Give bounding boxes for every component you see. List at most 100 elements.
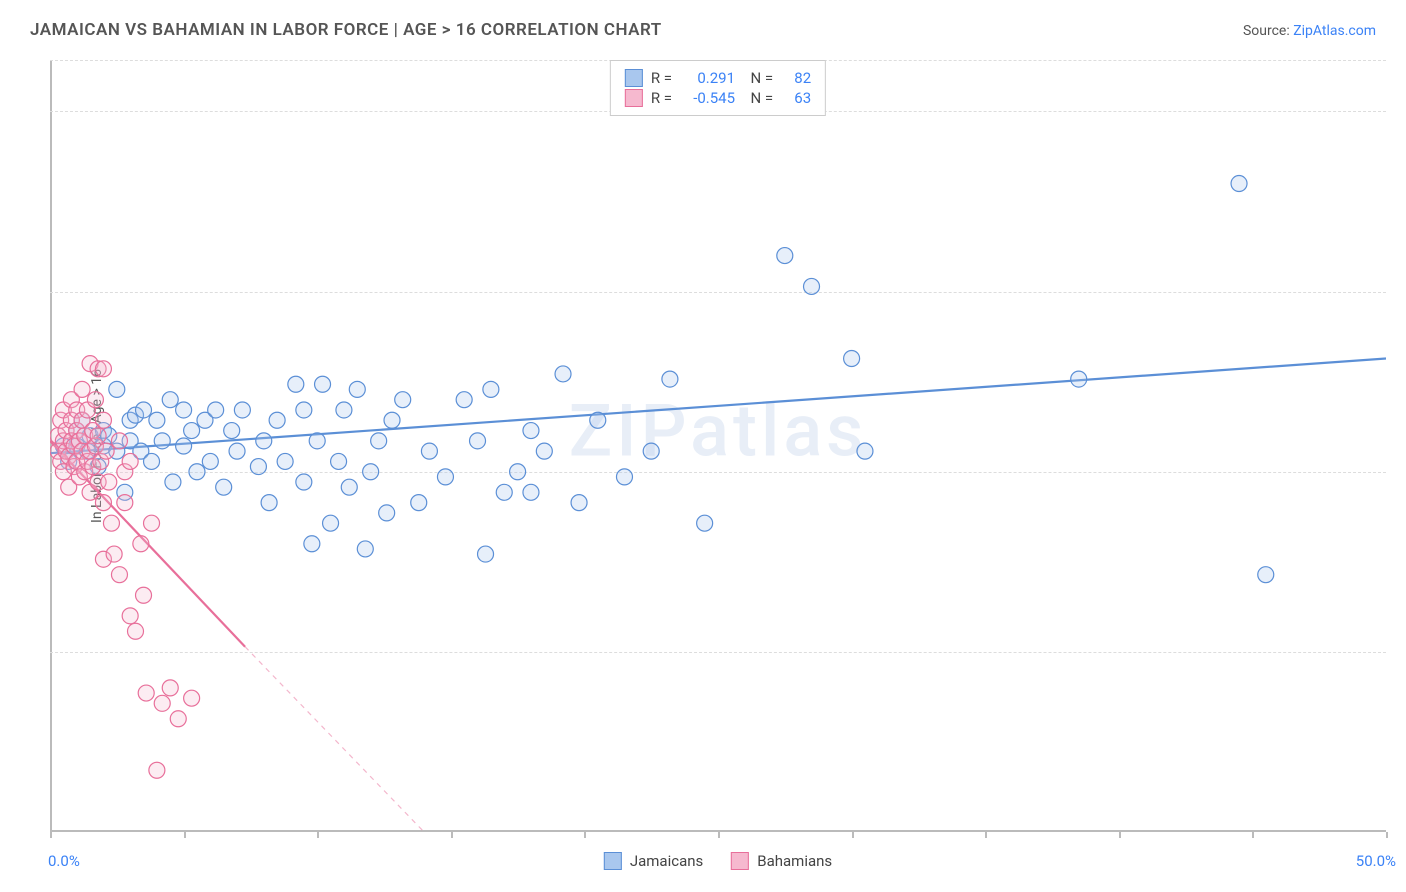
data-point [315,376,331,392]
x-tick [1119,832,1121,838]
data-point [470,433,486,449]
source-attribution: Source: ZipAtlas.com [1243,23,1376,39]
n-value: 82 [781,69,811,87]
data-point [277,453,293,469]
data-point [1231,176,1247,192]
data-point [643,443,659,459]
trend-line [50,359,1386,454]
data-point [662,371,678,387]
data-point [234,402,250,418]
x-tick [852,832,854,838]
data-point [804,278,820,294]
data-point [122,608,138,624]
data-point [133,536,149,552]
data-point [483,381,499,397]
x-tick [317,832,319,838]
series-legend: Jamaicans Bahamians [604,852,832,870]
source-label: Source: [1243,23,1293,39]
chart-area: In Labor Force | Age > 16 ZIPatlas 47.5%… [50,60,1386,832]
x-tick [584,832,586,838]
data-point [170,711,186,727]
legend-swatch [625,69,643,87]
legend-item: Bahamians [731,852,832,870]
data-point [184,690,200,706]
data-point [336,402,352,418]
x-tick [451,832,453,838]
legend-swatch [604,852,622,870]
data-point [523,423,539,439]
legend-label: Bahamians [757,852,832,870]
data-point [111,567,127,583]
x-tick-min: 0.0% [48,852,80,870]
data-point [106,546,122,562]
data-point [122,453,138,469]
data-point [844,351,860,367]
chart-header: JAMAICAN VS BAHAMIAN IN LABOR FORCE | AG… [0,0,1406,50]
data-point [136,402,152,418]
data-point [74,381,90,397]
data-point [154,433,170,449]
x-tick [985,832,987,838]
data-point [189,464,205,480]
n-label: N = [743,69,773,87]
legend-item: Jamaicans [604,852,703,870]
source-link[interactable]: ZipAtlas.com [1293,23,1376,39]
x-tick-max: 50.0% [1356,852,1396,870]
n-label: N = [743,89,773,107]
r-value: 0.291 [680,69,735,87]
data-point [95,361,111,377]
data-point [478,546,494,562]
data-point [95,412,111,428]
data-point [510,464,526,480]
data-point [269,412,285,428]
data-point [154,695,170,711]
data-point [109,381,125,397]
x-tick [1252,832,1254,838]
data-point [165,474,181,490]
data-point [456,392,472,408]
data-point [136,587,152,603]
data-point [379,505,395,521]
data-point [202,453,218,469]
data-point [256,433,272,449]
data-point [261,495,277,511]
data-point [87,392,103,408]
data-point [296,474,312,490]
data-point [216,479,232,495]
data-point [421,443,437,459]
data-point [384,412,400,428]
data-point [411,495,427,511]
plot-svg [50,60,1386,832]
data-point [309,433,325,449]
data-point [357,541,373,557]
data-point [296,402,312,418]
data-point [437,469,453,485]
r-value: -0.545 [680,89,735,107]
data-point [176,438,192,454]
data-point [103,515,119,531]
y-tick-label: 65.0% [1401,463,1406,481]
data-point [555,366,571,382]
data-point [128,623,144,639]
data-point [208,402,224,418]
data-point [349,381,365,397]
data-point [523,484,539,500]
data-point [149,762,165,778]
legend-row: R = 0.291 N = 82 [625,69,811,87]
y-tick-label: 47.5% [1401,643,1406,661]
data-point [288,376,304,392]
data-point [229,443,245,459]
data-point [162,392,178,408]
x-tick [718,832,720,838]
data-point [149,412,165,428]
r-label: R = [651,69,672,87]
data-point [98,443,114,459]
data-point [341,479,357,495]
trend-line-extrapolated [245,647,424,832]
data-point [101,474,117,490]
data-point [371,433,387,449]
n-value: 63 [781,89,811,107]
data-point [616,469,632,485]
data-point [90,428,106,444]
legend-swatch [625,89,643,107]
